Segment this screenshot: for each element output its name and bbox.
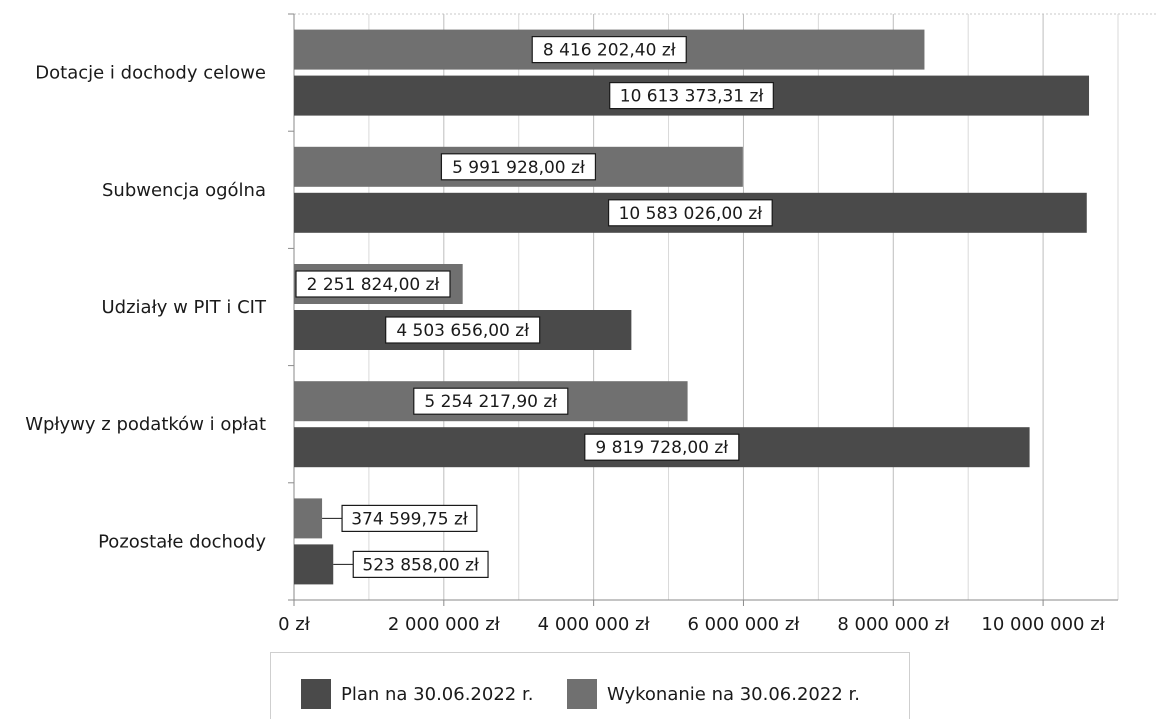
data-label-plan-na-30-06-2022-r-subwencja-ogolna: 10 583 026,00 zł — [619, 204, 763, 224]
x-tick-label: 4 000 000 zł — [538, 614, 651, 635]
data-label-box — [413, 387, 569, 415]
bar-chart: 0 zł 2 000 000 zł 4 000 000 zł 6 000 000 zł… — [25, 13, 1158, 635]
bar-plan-na-30-06-2022-r-pozosta-e-dochody — [294, 544, 334, 585]
category-label-wp-ywy-z-podatkow-i-op-at: Wpływy z podatków i opłat — [25, 414, 266, 435]
x-tick-label: 2 000 000 zł — [388, 614, 501, 635]
data-label-plan-na-30-06-2022-r-dotacje-i-dochody-celowe: 10 613 373,31 zł — [620, 87, 764, 107]
legend-item-plan: Plan na 30.06.2022 r. — [301, 679, 533, 709]
data-label-box — [440, 153, 597, 181]
data-label-box — [352, 550, 489, 579]
data-label-wykonanie-na-30-06-2022-r-pozosta-e-dochody: 374 599,75 zł — [351, 509, 468, 529]
category-label-pozosta-e-dochody: Pozostałe dochody — [98, 531, 266, 552]
data-label-plan-na-30-06-2022-r-wp-ywy-z-podatkow-i-op-at: 9 819 728,00 zł — [595, 438, 728, 458]
data-label-plan-na-30-06-2022-r-pozosta-e-dochody: 523 858,00 zł — [362, 555, 479, 575]
x-tick-label: 0 zł — [278, 614, 311, 635]
data-label-box — [607, 199, 773, 227]
legend-item-wykonanie: Wykonanie na 30.06.2022 r. — [567, 679, 860, 709]
legend-label-plan: Plan na 30.06.2022 r. — [341, 683, 534, 705]
data-label-wykonanie-na-30-06-2022-r-subwencja-ogolna: 5 991 928,00 zł — [452, 158, 585, 178]
category-label-udzia-y-w-pit-i-cit: Udziały w PIT i CIT — [102, 297, 267, 318]
data-label-box — [385, 316, 541, 344]
legend-swatch-wykonanie — [567, 679, 597, 709]
data-label-wykonanie-na-30-06-2022-r-wp-ywy-z-podatkow-i-op-at: 5 254 217,90 zł — [424, 392, 557, 412]
legend-label-wykonanie: Wykonanie na 30.06.2022 r. — [607, 683, 860, 705]
category-label-subwencja-ogolna: Subwencja ogólna — [102, 180, 266, 201]
x-tick-label: 8 000 000 zł — [837, 614, 950, 635]
chart-legend: Plan na 30.06.2022 r. Wykonanie na 30.06… — [270, 652, 910, 719]
x-tick-label: 10 000 000 zł — [981, 614, 1105, 635]
data-label-box — [584, 433, 740, 461]
bar-wykonanie-na-30-06-2022-r-pozosta-e-dochody — [294, 498, 323, 539]
data-label-box — [609, 81, 774, 110]
data-label-plan-na-30-06-2022-r-udzia-y-w-pit-i-cit: 4 503 656,00 zł — [396, 321, 529, 341]
data-label-box — [531, 35, 687, 64]
data-label-box — [341, 504, 478, 532]
x-tick-label: 6 000 000 zł — [688, 614, 801, 635]
data-label-box — [295, 270, 451, 298]
category-label-dotacje-i-dochody-celowe: Dotacje i dochody celowe — [35, 63, 266, 84]
legend-swatch-plan — [301, 679, 331, 709]
data-label-wykonanie-na-30-06-2022-r-udzia-y-w-pit-i-cit: 2 251 824,00 zł — [307, 275, 440, 295]
data-label-wykonanie-na-30-06-2022-r-dotacje-i-dochody-celowe: 8 416 202,40 zł — [543, 41, 676, 61]
